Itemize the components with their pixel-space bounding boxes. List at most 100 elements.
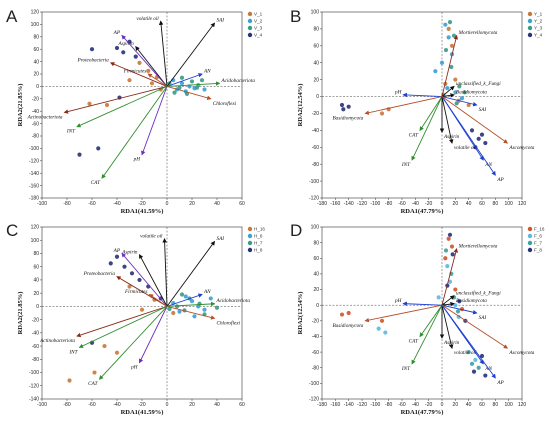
legend-marker: [527, 240, 533, 246]
arrow-label: Firmicutes: [123, 69, 146, 75]
loading-arrow: [441, 305, 454, 350]
legend-label: H_7: [254, 241, 263, 246]
legend-marker: [247, 11, 253, 17]
legend-label: H_8: [254, 248, 263, 253]
data-point: [466, 349, 471, 355]
x-tick-label: -20: [138, 201, 145, 207]
y-tick-label: -140: [29, 171, 39, 177]
arrow-label: Aspirin: [443, 134, 460, 140]
y-tick-label: 0: [316, 303, 319, 309]
x-tick-label: -20: [425, 402, 432, 408]
arrow-label: SAI: [217, 18, 225, 24]
series-y_4: [339, 102, 488, 150]
data-point: [139, 307, 145, 312]
data-point: [473, 357, 478, 363]
loading-arrow: [166, 22, 216, 87]
legend-marker: [247, 18, 253, 24]
y-axis-label: RDA2(21.85%): [17, 84, 24, 127]
data-point: [443, 22, 448, 27]
loading-arrow: [109, 62, 168, 87]
legend-label: Y_1: [534, 12, 543, 17]
arrow-label: volatile oil: [454, 350, 477, 356]
data-point: [114, 45, 120, 51]
loading-arrow: [441, 304, 478, 315]
loading-arrow: [441, 248, 458, 306]
x-tick-label: 120: [518, 402, 527, 408]
y-tick-label: -80: [312, 365, 319, 371]
data-point: [346, 310, 351, 316]
x-tick-label: 0: [441, 201, 444, 207]
y-tick-label: 0: [36, 84, 39, 90]
data-point: [447, 232, 453, 237]
data-point: [114, 254, 120, 259]
x-tick-label: 120: [518, 201, 527, 207]
data-point: [379, 111, 385, 116]
legend-marker: [247, 233, 253, 239]
x-tick-label: -100: [37, 402, 47, 408]
y-tick-label: -180: [29, 196, 39, 202]
arrow-label: INT: [66, 129, 76, 135]
data-point: [447, 20, 453, 25]
data-point: [341, 107, 346, 112]
loading-arrow: [166, 305, 216, 320]
loading-arrow: [147, 73, 168, 87]
loading-arrow: [76, 85, 168, 128]
data-point: [451, 33, 457, 38]
y-tick-label: 80: [313, 27, 319, 33]
arrow-label: Chloroflexi: [217, 319, 241, 326]
legend: V_1 V_2 V_3 V_4: [247, 11, 263, 38]
data-point: [346, 104, 351, 109]
data-point: [457, 84, 462, 89]
arrow-label: AP: [113, 30, 121, 36]
data-point: [208, 296, 213, 301]
x-axis-label: RDA1(41.59%): [121, 208, 164, 215]
y-tick-label: -20: [32, 97, 39, 103]
data-point: [449, 43, 455, 48]
y-tick-label: -120: [309, 196, 319, 202]
y-tick-label: 20: [33, 291, 39, 297]
panel-letter: C: [6, 221, 18, 240]
y-tick-label: 80: [33, 251, 39, 257]
loading-arrow: [402, 301, 443, 307]
data-point: [446, 236, 451, 241]
panel-a: A -100 -80 -60 -40 -20 0 20 40 60 -180 -160 -140 -120…: [6, 7, 263, 215]
arrow-label: Basidiomycota: [456, 298, 487, 304]
data-point: [454, 101, 459, 106]
y-tick-label: -160: [29, 183, 39, 189]
arrow-label: Proteobacteria: [77, 57, 110, 63]
arrow-label: CAT: [409, 132, 419, 138]
x-tick-label: -180: [317, 402, 327, 408]
x-tick-label: 80: [493, 402, 499, 408]
y-axis-label: RDA2(21.85%): [17, 292, 24, 335]
data-point: [127, 78, 132, 83]
data-point: [108, 261, 113, 266]
x-tick-label: -140: [344, 402, 354, 408]
y-tick-label: -100: [29, 370, 39, 376]
y-tick-label: 120: [31, 10, 40, 16]
arrow-label: Aspirin: [117, 41, 134, 47]
arrow-label: volatile oil: [136, 16, 159, 22]
y-tick-label: -40: [312, 128, 319, 134]
x-tick-label: 100: [504, 201, 513, 207]
data-point: [146, 68, 151, 73]
legend-label: H_6: [254, 234, 263, 239]
arrow-label: CAT: [91, 180, 101, 186]
y-tick-label: -100: [309, 179, 319, 185]
x-tick-label: 80: [493, 201, 499, 207]
arrow-label: Basidiomycota: [332, 323, 363, 329]
x-tick-label: -140: [344, 201, 354, 207]
data-point: [174, 304, 180, 309]
loading-arrow: [76, 305, 168, 338]
x-tick-label: 20: [189, 201, 195, 207]
legend-marker: [247, 226, 253, 232]
loading-arrow: [166, 293, 203, 307]
data-point: [192, 314, 197, 319]
legend: H_16 H_6 H_7 H_8: [247, 226, 265, 253]
series-v_1: [87, 60, 163, 108]
data-point: [449, 64, 454, 70]
data-point: [127, 284, 132, 289]
legend-marker: [527, 11, 533, 17]
x-tick-label: 60: [239, 402, 245, 408]
x-tick-label: 0: [441, 402, 444, 408]
